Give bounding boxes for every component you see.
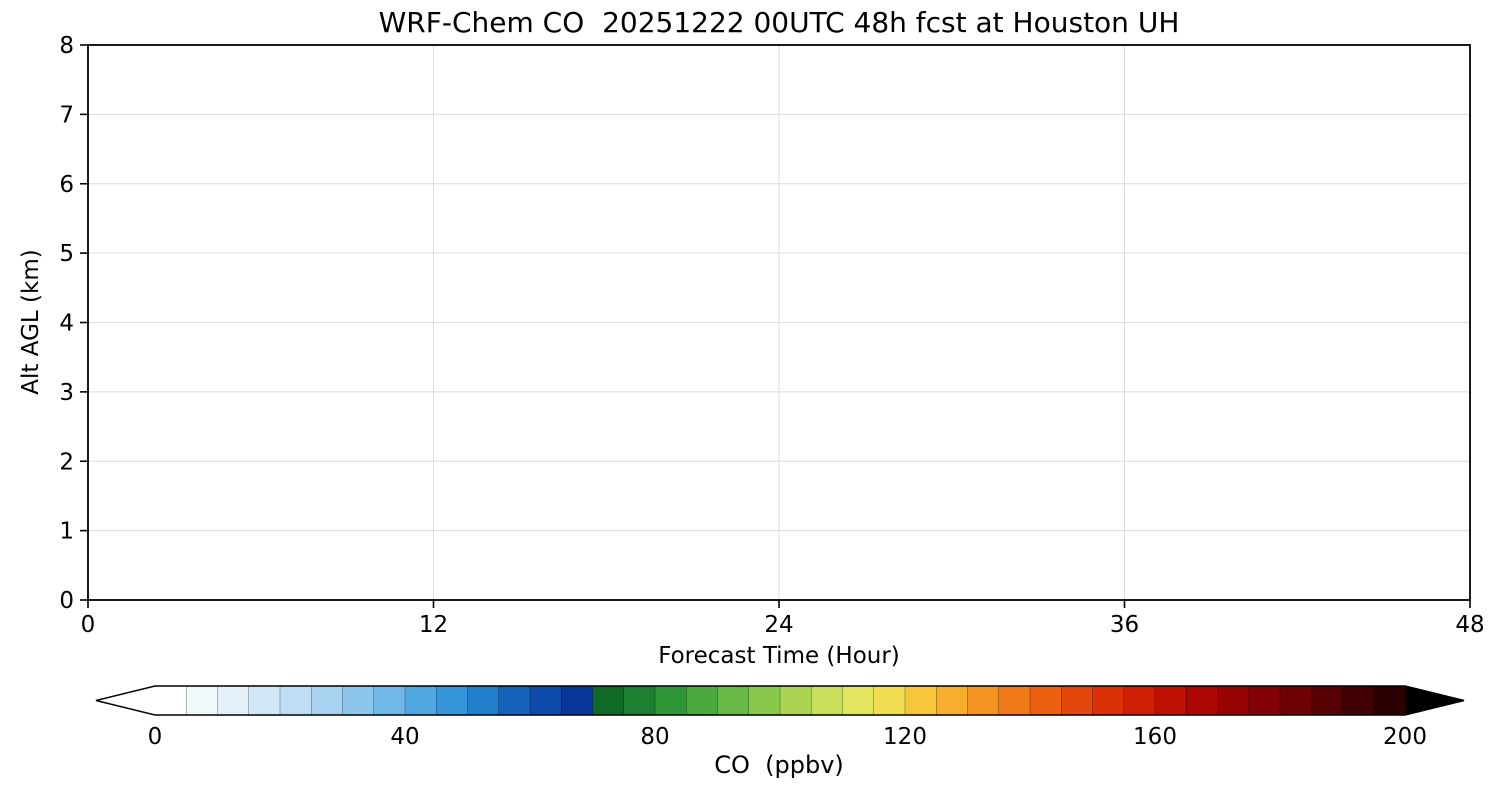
colorbar-segment bbox=[155, 686, 187, 715]
colorbar-segment bbox=[811, 686, 843, 715]
colorbar-tick-label: 200 bbox=[1383, 724, 1427, 750]
colorbar bbox=[95, 685, 1465, 716]
chart-title: WRF-Chem CO 20251222 00UTC 48h fcst at H… bbox=[379, 6, 1180, 39]
y-tick-label: 0 bbox=[59, 588, 74, 614]
colorbar-segment bbox=[655, 686, 687, 715]
colorbar-label: CO (ppbv) bbox=[714, 751, 844, 779]
colorbar-outline bbox=[95, 685, 1465, 716]
colorbar-tick-label: 120 bbox=[883, 724, 927, 750]
colorbar-segment bbox=[530, 686, 562, 715]
colorbar-segment bbox=[780, 686, 812, 715]
colorbar-segment bbox=[1280, 686, 1312, 715]
colorbar-segment bbox=[623, 686, 656, 715]
colorbar-segment bbox=[1248, 686, 1281, 715]
colorbar-segment bbox=[248, 686, 281, 715]
colorbar-segment bbox=[1342, 686, 1375, 715]
colorbar-segment bbox=[280, 686, 312, 715]
colorbar-segment bbox=[717, 686, 750, 715]
colorbar-segment bbox=[905, 686, 937, 715]
grid-layer bbox=[88, 45, 1470, 600]
y-tick-label: 4 bbox=[59, 311, 74, 337]
y-tick-label: 1 bbox=[59, 519, 74, 545]
x-axis: 0 12 24 36 48 bbox=[81, 600, 1485, 638]
x-axis-label: Forecast Time (Hour) bbox=[658, 643, 900, 669]
y-tick-label: 7 bbox=[59, 102, 74, 128]
colorbar-tick-label: 160 bbox=[1133, 724, 1177, 750]
y-tick-label: 5 bbox=[59, 241, 74, 267]
colorbar-segment bbox=[967, 686, 1000, 715]
colorbar-segment bbox=[311, 686, 343, 715]
colorbar-segment bbox=[1092, 686, 1125, 715]
colorbar-segment bbox=[873, 686, 906, 715]
colorbar-under-arrow bbox=[96, 686, 155, 715]
colorbar-segment bbox=[1186, 686, 1218, 715]
x-tick-label: 48 bbox=[1455, 612, 1484, 638]
x-tick-label: 36 bbox=[1110, 612, 1139, 638]
x-tick-label: 24 bbox=[764, 612, 793, 638]
colorbar-segment bbox=[1217, 686, 1250, 715]
y-tick-label: 3 bbox=[59, 380, 74, 406]
colorbar-segment bbox=[1123, 686, 1156, 715]
colorbar-segment bbox=[1311, 686, 1343, 715]
y-tick-label: 8 bbox=[59, 33, 74, 59]
colorbar-tick-label: 0 bbox=[148, 724, 163, 750]
colorbar-segment bbox=[373, 686, 406, 715]
colorbar-segment bbox=[498, 686, 531, 715]
colorbar-segment bbox=[217, 686, 250, 715]
x-tick-label: 12 bbox=[419, 612, 448, 638]
colorbar-segment bbox=[186, 686, 218, 715]
colorbar-segment bbox=[936, 686, 968, 715]
y-axis: 0 1 2 3 4 5 6 7 8 bbox=[59, 33, 88, 614]
colorbar-segment bbox=[436, 686, 468, 715]
colorbar-segment bbox=[1061, 686, 1093, 715]
y-tick-label: 6 bbox=[59, 172, 74, 198]
colorbar-segment bbox=[1373, 686, 1406, 715]
y-tick-label: 2 bbox=[59, 449, 74, 475]
colorbar-segment bbox=[561, 686, 593, 715]
colorbar-segment bbox=[405, 686, 437, 715]
colorbar-segment bbox=[842, 686, 875, 715]
colorbar-segment bbox=[1030, 686, 1062, 715]
x-tick-label: 0 bbox=[81, 612, 96, 638]
y-axis-label: Alt AGL (km) bbox=[18, 249, 44, 394]
colorbar-segment bbox=[1155, 686, 1187, 715]
colorbar-tick-label: 40 bbox=[390, 724, 419, 750]
colorbar-ticks: 0 40 80 120 160 200 bbox=[148, 724, 1427, 750]
colorbar-tick-label: 80 bbox=[640, 724, 669, 750]
colorbar-over-arrow bbox=[1405, 686, 1464, 715]
colorbar-segment bbox=[467, 686, 500, 715]
colorbar-segment bbox=[686, 686, 718, 715]
colorbar-segment bbox=[748, 686, 781, 715]
colorbar-segment bbox=[998, 686, 1031, 715]
colorbar-segment bbox=[342, 686, 375, 715]
colorbar-segment bbox=[592, 686, 625, 715]
